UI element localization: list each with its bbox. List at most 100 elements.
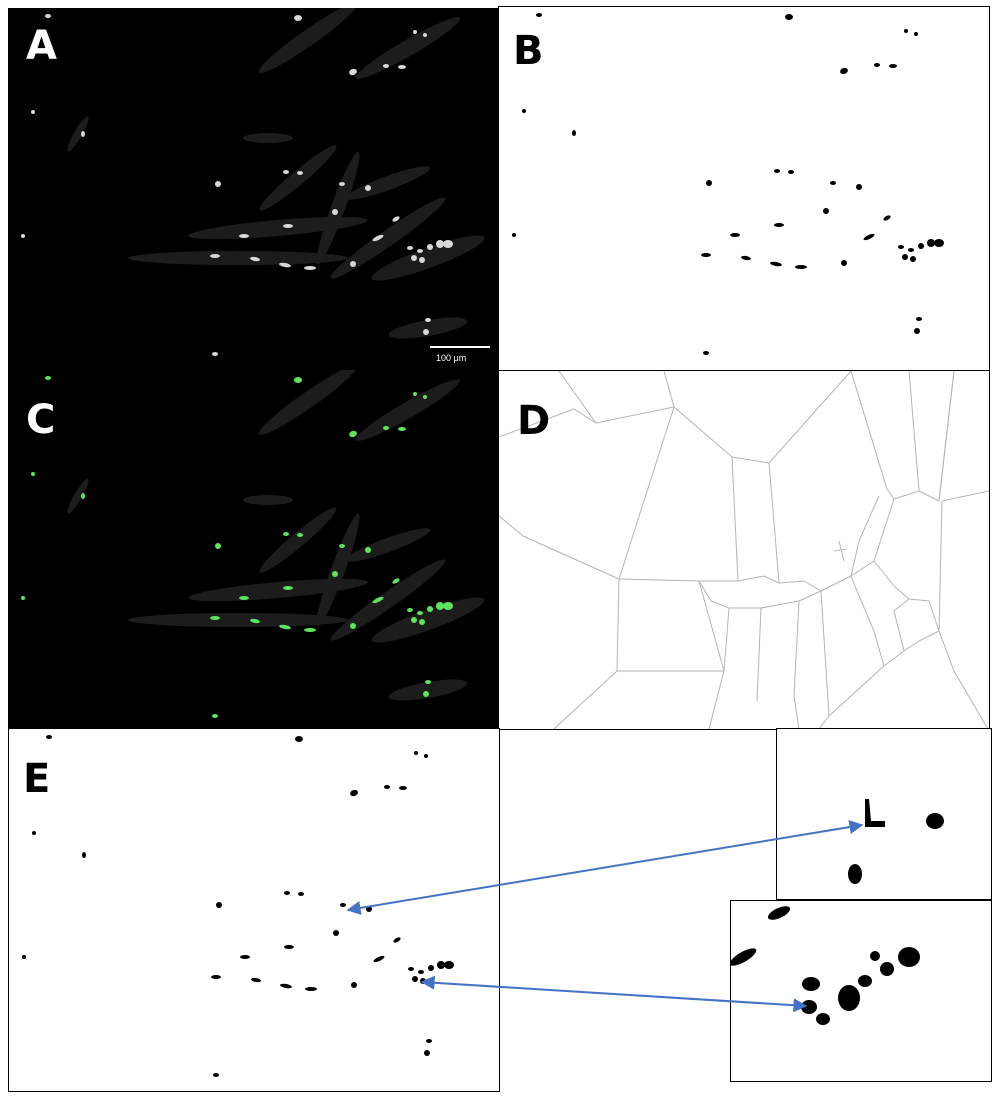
nucleus — [408, 967, 414, 971]
nucleus — [45, 14, 51, 18]
voronoi-edge — [838, 540, 845, 562]
nucleus — [443, 602, 453, 610]
voronoi-edge — [883, 650, 905, 667]
panel-b-label: B — [513, 28, 544, 74]
nucleus — [297, 171, 303, 175]
voronoi-edge — [756, 607, 762, 702]
nucleus — [414, 751, 418, 755]
nucleus — [413, 392, 417, 396]
nucleus — [407, 246, 413, 250]
cell-body — [388, 679, 468, 701]
cell-body — [371, 235, 485, 281]
nucleus — [384, 785, 390, 789]
scale-bar-label: 100 μm — [436, 353, 467, 363]
nucleus — [830, 181, 836, 185]
nucleus — [210, 616, 220, 620]
nucleus — [436, 240, 444, 248]
nucleus — [436, 602, 444, 610]
nucleus — [774, 223, 784, 227]
nucleus — [340, 903, 346, 907]
nucleus — [283, 586, 293, 590]
nucleus — [417, 611, 423, 615]
nucleus — [437, 961, 445, 969]
nucleus — [212, 714, 218, 718]
nucleus — [383, 426, 389, 430]
voronoi-edge — [499, 515, 524, 537]
nucleus — [423, 395, 427, 399]
inset-bottom-mask — [731, 906, 920, 1025]
nucleus — [32, 831, 36, 835]
nucleus — [373, 955, 385, 963]
nucleus — [426, 1039, 432, 1043]
nucleus — [304, 628, 316, 632]
nucleus — [512, 233, 516, 237]
nucleus — [904, 29, 908, 33]
inset-bottom-nucleus — [801, 1000, 817, 1014]
nucleus — [413, 30, 417, 34]
cell-body — [330, 197, 446, 279]
inset-top-mask — [848, 799, 944, 884]
voronoi-edge — [618, 406, 675, 580]
nucleus — [339, 182, 345, 186]
inset-bottom-nucleus — [898, 947, 920, 967]
panel-d-label: D — [517, 398, 551, 444]
nucleus — [297, 533, 303, 537]
inset-top-nucleus — [865, 799, 885, 827]
nucleus — [411, 255, 417, 261]
voronoi-edge — [903, 640, 920, 652]
cell-body — [371, 597, 485, 643]
nucleus — [398, 65, 406, 69]
cell-body — [243, 495, 293, 505]
panel-e: E — [8, 728, 500, 1092]
nucleus — [216, 902, 222, 908]
nucleus — [443, 240, 453, 248]
cell-body — [243, 133, 293, 143]
voronoi-edge — [918, 490, 940, 502]
nucleus — [251, 977, 261, 983]
nucleus — [788, 170, 794, 174]
nucleus — [211, 975, 221, 979]
nucleus — [889, 64, 897, 68]
nucleus — [841, 260, 847, 266]
nucleus — [250, 618, 260, 624]
nucleus — [918, 243, 924, 249]
voronoi-edge — [873, 498, 895, 562]
inset-top — [776, 728, 992, 900]
voronoi-edge — [673, 406, 733, 458]
nucleus — [349, 68, 357, 76]
nucleus — [81, 131, 85, 137]
voronoi-edge — [723, 607, 730, 672]
voronoi-edge — [553, 670, 618, 729]
cell-body — [258, 8, 358, 74]
cell-body — [345, 166, 431, 200]
voronoi-edge — [793, 695, 800, 729]
voronoi-edge — [558, 371, 597, 424]
nucleus — [283, 170, 289, 174]
cell-body — [188, 578, 368, 602]
nucleus — [572, 130, 576, 136]
nucleus — [424, 1050, 430, 1056]
voronoi-edge — [941, 490, 989, 502]
nucleus — [279, 624, 291, 630]
nucleus — [304, 266, 316, 270]
nucleus — [785, 14, 793, 20]
inset-bottom — [730, 900, 992, 1082]
inset-top-nucleus — [848, 864, 862, 884]
voronoi-edge — [737, 575, 765, 582]
voronoi-edge — [953, 670, 989, 729]
voronoi-edge — [731, 456, 770, 464]
nucleus — [874, 63, 880, 67]
nucleus — [213, 1073, 219, 1077]
nucleus — [425, 318, 431, 322]
voronoi-edge — [893, 610, 905, 652]
voronoi-edge — [828, 665, 885, 717]
nucleus — [419, 619, 425, 625]
nucleus — [910, 256, 916, 262]
voronoi-edge — [893, 490, 920, 500]
nucleus — [398, 427, 406, 431]
nucleus — [392, 216, 400, 222]
voronoi-edge — [708, 670, 725, 729]
nucleus — [703, 351, 709, 355]
cell-body — [388, 317, 468, 339]
nucleus — [423, 33, 427, 37]
